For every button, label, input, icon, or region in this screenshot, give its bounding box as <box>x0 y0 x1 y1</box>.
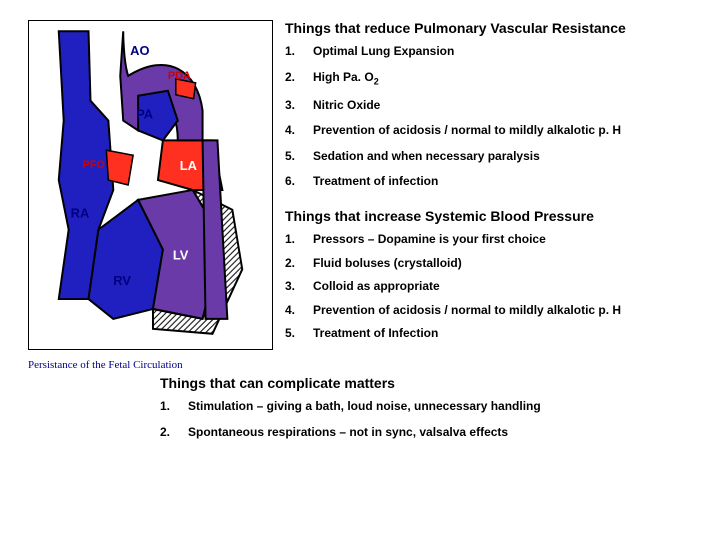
list-item: 5.Treatment of Infection <box>285 326 710 342</box>
list-item: 2.Fluid boluses (crystalloid) <box>285 256 710 272</box>
section2-heading: Things that increase Systemic Blood Pres… <box>285 208 710 224</box>
label-la: LA <box>180 158 197 173</box>
list-item: 3.Colloid as appropriate <box>285 279 710 295</box>
label-lv: LV <box>173 247 189 262</box>
section1-heading: Things that reduce Pulmonary Vascular Re… <box>285 20 710 36</box>
list-item: 1.Pressors – Dopamine is your first choi… <box>285 232 710 248</box>
heart-diagram: AO PDA PA LA PFO RA LV RV Persistance of… <box>28 20 273 371</box>
label-pda: PDA <box>168 70 191 82</box>
list-item: 3.Nitric Oxide <box>285 98 710 114</box>
list-item: 4.Prevention of acidosis / normal to mil… <box>285 303 710 319</box>
list-item: 2.High Pa. O2 <box>285 70 710 88</box>
section2-list: 1.Pressors – Dopamine is your first choi… <box>285 232 710 342</box>
list-item: 1.Stimulation – giving a bath, loud nois… <box>160 399 710 415</box>
list-item: 4.Prevention of acidosis / normal to mil… <box>285 123 710 139</box>
label-ao: AO <box>130 43 149 58</box>
figure-caption: Persistance of the Fetal Circulation <box>28 359 273 371</box>
label-pfo: PFO <box>83 159 106 171</box>
label-pa: PA <box>136 107 153 122</box>
list-item: 1.Optimal Lung Expansion <box>285 44 710 60</box>
heart-svg: AO PDA PA LA PFO RA LV RV <box>28 20 273 350</box>
label-ra: RA <box>71 206 90 221</box>
section1-list: 1.Optimal Lung Expansion 2.High Pa. O2 3… <box>285 44 710 190</box>
section3-heading: Things that can complicate matters <box>160 375 710 391</box>
list-item: 5.Sedation and when necessary paralysis <box>285 149 710 165</box>
section3-list: 1.Stimulation – giving a bath, loud nois… <box>160 399 710 440</box>
label-rv: RV <box>113 273 131 288</box>
list-item: 6.Treatment of infection <box>285 174 710 190</box>
list-item: 2.Spontaneous respirations – not in sync… <box>160 425 710 441</box>
